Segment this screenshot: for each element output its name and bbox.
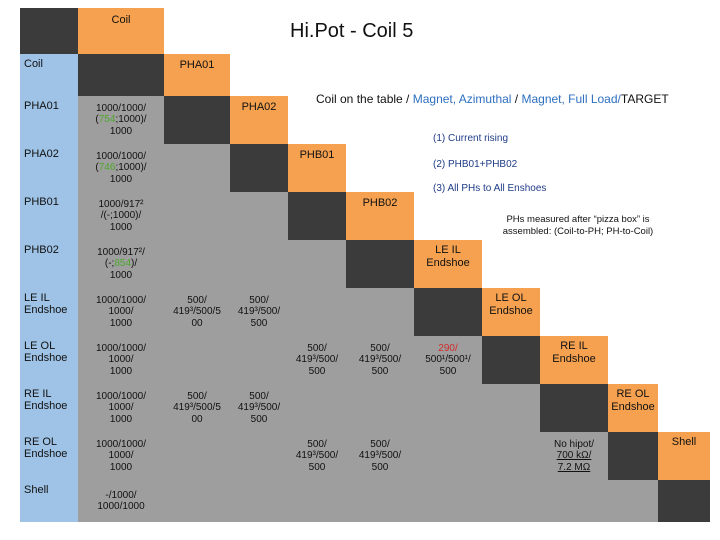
cell-shell-pha01 bbox=[164, 480, 230, 522]
diag-label-shell: Shell bbox=[658, 432, 710, 480]
legend-1: (1) Current rising bbox=[433, 133, 509, 144]
cell-shell-pha02 bbox=[230, 480, 288, 522]
cell-reil-leil bbox=[414, 384, 482, 432]
cell-leil-pha01: 500/419³/500/5 00 bbox=[164, 288, 230, 336]
cell-phb02-pha01 bbox=[164, 240, 230, 288]
subtitle-target: TARGET bbox=[620, 92, 669, 106]
row-label-phb01: PHB01 bbox=[20, 192, 78, 240]
cell-shell-reil bbox=[540, 480, 608, 522]
cell-reol-leil bbox=[414, 432, 482, 480]
diag-label-phb01: PHB01 bbox=[288, 144, 346, 192]
header-coil: Coil bbox=[78, 8, 164, 54]
cell-shell-coil: -/1000/1000/1000 bbox=[78, 480, 164, 522]
diag-label-pha01: PHA01 bbox=[164, 54, 230, 96]
subtitle: Coil on the table / Magnet, Azimuthal / … bbox=[316, 92, 669, 106]
subtitle-sep: / bbox=[511, 92, 522, 106]
cell-reil-coil: 1000/1000/1000/1000 bbox=[78, 384, 164, 432]
cell-leol-phb01: 500/419³/500/500 bbox=[288, 336, 346, 384]
cell-reil-pha01: 500/419³/500/5 00 bbox=[164, 384, 230, 432]
cell-reil-pha02: 500/419³/500/500 bbox=[230, 384, 288, 432]
cell-reil-phb01 bbox=[288, 384, 346, 432]
diag-phb02 bbox=[346, 240, 414, 288]
cell-shell-leil bbox=[414, 480, 482, 522]
cell-reil-phb02 bbox=[346, 384, 414, 432]
cell-reil-leol bbox=[482, 384, 540, 432]
cell-leol-leil: 290/500¹/500¹/500 bbox=[414, 336, 482, 384]
subtitle-table: Coil on the table / bbox=[316, 92, 413, 106]
cell-phb02-phb01 bbox=[288, 240, 346, 288]
cell-leol-coil: 1000/1000/1000/1000 bbox=[78, 336, 164, 384]
cell-leol-phb02: 500/419³/500/500 bbox=[346, 336, 414, 384]
subtitle-fullload: Magnet, Full Load/ bbox=[521, 92, 621, 106]
diag-leol bbox=[482, 336, 540, 384]
diag-shell bbox=[658, 480, 710, 522]
cell-leil-pha02: 500/419³/500/500 bbox=[230, 288, 288, 336]
diag-label-pha02: PHA02 bbox=[230, 96, 288, 144]
cell-leol-pha01 bbox=[164, 336, 230, 384]
diag-label-leol: LE OL Endshoe bbox=[482, 288, 540, 336]
cell-phb01-coil: 1000/917²/(-;1000)/1000 bbox=[78, 192, 164, 240]
diag-leil bbox=[414, 288, 482, 336]
corner-cell bbox=[20, 8, 78, 54]
cell-pha01-coil: 1000/1000/(754;1000)/1000 bbox=[78, 96, 164, 144]
diag-reol bbox=[608, 432, 658, 480]
cell-phb01-pha01 bbox=[164, 192, 230, 240]
cell-shell-leol bbox=[482, 480, 540, 522]
cell-reol-phb01: 500/419³/500/500 bbox=[288, 432, 346, 480]
cell-shell-phb02 bbox=[346, 480, 414, 522]
pizza-box-note: PHs measured after “pizza box” is assemb… bbox=[502, 214, 654, 237]
cell-leil-coil: 1000/1000/1000/1000 bbox=[78, 288, 164, 336]
cell-reol-reil: No hipot/700 kΩ/7.2 MΩ bbox=[540, 432, 608, 480]
cell-leol-pha02 bbox=[230, 336, 288, 384]
row-label-shell: Shell bbox=[20, 480, 78, 522]
cell-shell-phb01 bbox=[288, 480, 346, 522]
cell-phb01-pha02 bbox=[230, 192, 288, 240]
cell-pha02-pha01 bbox=[164, 144, 230, 192]
cell-phb02-coil: 1000/917²/(-;854)/1000 bbox=[78, 240, 164, 288]
diag-label-phb02: PHB02 bbox=[346, 192, 414, 240]
diag-label-reil: RE IL Endshoe bbox=[540, 336, 608, 384]
subtitle-azimuthal: Magnet, Azimuthal bbox=[412, 92, 512, 106]
diag-reil bbox=[540, 384, 608, 432]
diag-coil bbox=[78, 54, 164, 96]
page-title: Hi.Pot - Coil 5 bbox=[290, 20, 414, 42]
cell-phb02-pha02 bbox=[230, 240, 288, 288]
diag-label-reol: RE OL Endshoe bbox=[608, 384, 658, 432]
row-label-leol: LE OL Endshoe bbox=[20, 336, 78, 384]
cell-reol-phb02: 500/419³/500/500 bbox=[346, 432, 414, 480]
row-label-reil: RE IL Endshoe bbox=[20, 384, 78, 432]
cell-pha02-coil: 1000/1000/(746;1000)/1000 bbox=[78, 144, 164, 192]
diag-phb01 bbox=[288, 192, 346, 240]
row-label-reol: RE OL Endshoe bbox=[20, 432, 78, 480]
legend-2: (2) PHB01+PHB02 bbox=[433, 159, 518, 170]
cell-reol-coil: 1000/1000/1000/1000 bbox=[78, 432, 164, 480]
diag-pha01 bbox=[164, 96, 230, 144]
row-label-pha01: PHA01 bbox=[20, 96, 78, 144]
cell-reol-leol bbox=[482, 432, 540, 480]
cell-reol-pha02 bbox=[230, 432, 288, 480]
row-label-phb02: PHB02 bbox=[20, 240, 78, 288]
cell-reol-pha01 bbox=[164, 432, 230, 480]
row-label-leil: LE IL Endshoe bbox=[20, 288, 78, 336]
cell-shell-reol bbox=[608, 480, 658, 522]
diag-pha02 bbox=[230, 144, 288, 192]
cell-leil-phb02 bbox=[346, 288, 414, 336]
legend-3: (3) All PHs to All Enshoes bbox=[433, 183, 547, 194]
diag-label-leil: LE IL Endshoe bbox=[414, 240, 482, 288]
cell-leil-phb01 bbox=[288, 288, 346, 336]
row-label-coil: Coil bbox=[20, 54, 78, 96]
row-label-pha02: PHA02 bbox=[20, 144, 78, 192]
